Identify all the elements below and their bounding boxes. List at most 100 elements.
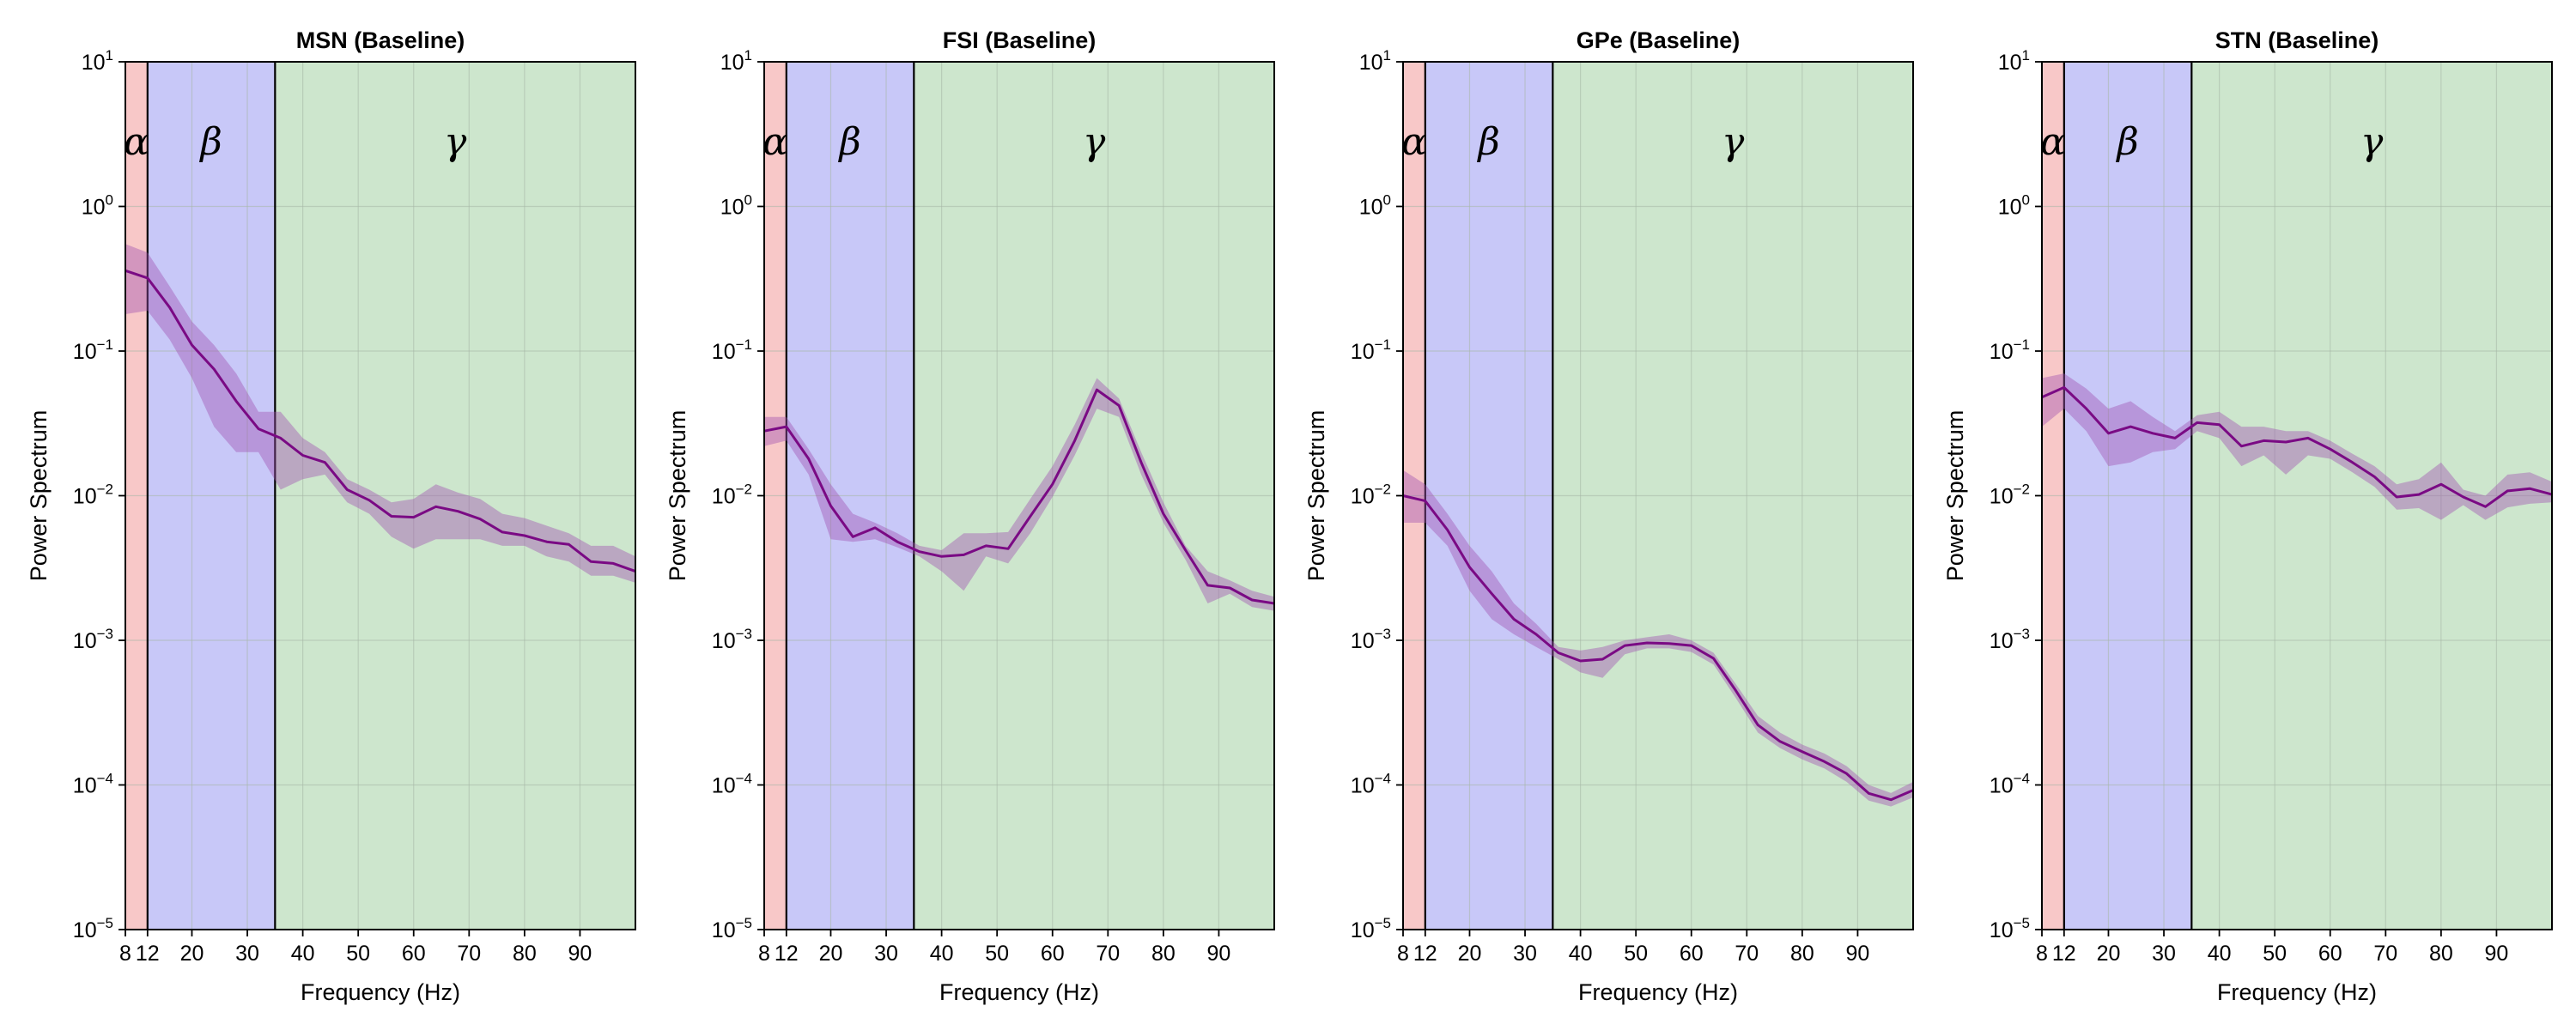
y-tick-label: 10−3 — [73, 626, 113, 653]
panel-2: α β γ 8 12 20 30 40 50 60 70 80 90 10−5 10−4 10−3 10−2 10… — [1303, 27, 1914, 1005]
x-tick-label: 20 — [1458, 942, 1482, 966]
x-tick-label: 20 — [2097, 942, 2121, 966]
y-tick-label: 10−4 — [1990, 771, 2030, 798]
x-tick-label: 12 — [775, 942, 799, 966]
band-label-gamma: γ — [2360, 120, 2384, 164]
x-tick-label: 12 — [136, 942, 160, 966]
x-tick-label: 40 — [1569, 942, 1593, 966]
y-axis-label: Power Spectrum — [1942, 410, 1968, 582]
x-tick-label: 40 — [930, 942, 954, 966]
confidence-band — [1403, 470, 1913, 807]
x-tick-label: 12 — [1413, 942, 1437, 966]
panel-3: α β γ 8 12 20 30 40 50 60 70 80 90 10−5 10−4 10−3 10−2 10… — [1942, 27, 2553, 1005]
chart-title: STN (Baseline) — [2215, 27, 2379, 53]
x-tick-label: 60 — [1041, 942, 1065, 966]
x-tick-label: 70 — [1096, 942, 1120, 966]
x-tick-label: 20 — [819, 942, 843, 966]
x-tick-label: 30 — [2152, 942, 2176, 966]
y-axis-label: Power Spectrum — [1303, 410, 1329, 582]
panel-1: α β γ 8 12 20 30 40 50 60 70 80 90 10−5 10−4 10−3 10−2 10… — [665, 27, 1275, 1005]
x-tick-label: 90 — [1207, 942, 1231, 966]
y-tick-label: 10−2 — [73, 482, 113, 509]
y-tick-label: 10−4 — [712, 771, 752, 798]
x-tick-label: 90 — [1846, 942, 1870, 966]
mean-line — [125, 269, 636, 573]
mean-line — [763, 388, 1275, 605]
y-tick-label: 100 — [720, 192, 752, 220]
y-tick-label: 100 — [1998, 192, 2030, 220]
x-tick-label: 50 — [346, 942, 370, 966]
y-tick-label: 10−1 — [712, 336, 752, 364]
band-label-alpha: α — [124, 120, 149, 164]
y-tick-label: 10−4 — [73, 771, 113, 798]
x-tick-label: 8 — [1397, 942, 1409, 966]
panel-0: α β γ 8 12 20 30 40 50 60 70 80 90 10−5 10−4 10−3 10−2 10… — [26, 27, 636, 1005]
mean-line — [2041, 385, 2553, 508]
x-tick-label: 90 — [568, 942, 592, 966]
y-tick-label: 10−2 — [1351, 482, 1391, 509]
x-tick-label: 30 — [1513, 942, 1537, 966]
band-label-alpha: α — [762, 120, 788, 164]
x-tick-label: 30 — [235, 942, 259, 966]
x-tick-label: 50 — [2263, 942, 2287, 966]
y-tick-label: 10−1 — [1351, 336, 1391, 364]
band-label-beta: β — [837, 120, 860, 164]
y-tick-label: 10−5 — [73, 915, 113, 942]
y-tick-label: 10−5 — [1351, 915, 1391, 942]
x-tick-label: 70 — [2373, 942, 2397, 966]
band-label-gamma: γ — [444, 120, 467, 164]
x-axis-label: Frequency (Hz) — [939, 979, 1099, 1005]
band-label-alpha: α — [2040, 120, 2066, 164]
x-tick-label: 12 — [2052, 942, 2076, 966]
x-tick-label: 40 — [2208, 942, 2232, 966]
y-tick-label: 10−3 — [712, 626, 752, 653]
x-tick-label: 90 — [2485, 942, 2509, 966]
band-label-beta: β — [1476, 120, 1499, 164]
x-tick-label: 60 — [402, 942, 426, 966]
band-label-beta: β — [2115, 120, 2138, 164]
y-axis-label: Power Spectrum — [665, 410, 690, 582]
x-tick-label: 8 — [119, 942, 131, 966]
band-label-gamma: γ — [1083, 120, 1106, 164]
band-label-beta: β — [198, 120, 222, 164]
y-tick-label: 10−3 — [1351, 626, 1391, 653]
x-tick-label: 20 — [180, 942, 204, 966]
y-tick-label: 10−1 — [73, 336, 113, 364]
x-tick-label: 60 — [2318, 942, 2342, 966]
y-tick-label: 101 — [82, 47, 113, 75]
x-axis-label: Frequency (Hz) — [1578, 979, 1738, 1005]
y-tick-label: 10−2 — [1990, 482, 2030, 509]
x-tick-label: 50 — [985, 942, 1009, 966]
band-label-alpha: α — [1401, 120, 1427, 164]
x-tick-label: 40 — [291, 942, 315, 966]
y-tick-label: 101 — [720, 47, 752, 75]
y-axis-label: Power Spectrum — [26, 410, 52, 582]
mean-line — [1402, 494, 1914, 802]
x-tick-label: 80 — [2429, 942, 2453, 966]
x-axis-label: Frequency (Hz) — [2217, 979, 2377, 1005]
band-label-gamma: γ — [1722, 120, 1745, 164]
x-tick-label: 50 — [1624, 942, 1648, 966]
chart-title: GPe (Baseline) — [1577, 27, 1741, 53]
confidence-band — [2042, 373, 2552, 520]
y-tick-label: 101 — [1359, 47, 1391, 75]
x-tick-label: 70 — [1735, 942, 1759, 966]
y-tick-label: 10−1 — [1990, 336, 2030, 364]
y-tick-label: 10−5 — [712, 915, 752, 942]
y-tick-label: 10−4 — [1351, 771, 1391, 798]
x-tick-label: 8 — [2036, 942, 2048, 966]
y-tick-label: 101 — [1998, 47, 2030, 75]
x-tick-label: 60 — [1680, 942, 1704, 966]
y-tick-label: 100 — [1359, 192, 1391, 220]
confidence-band — [125, 244, 635, 583]
x-tick-label: 8 — [758, 942, 770, 966]
x-axis-label: Frequency (Hz) — [301, 979, 460, 1005]
chart-title: FSI (Baseline) — [943, 27, 1097, 53]
y-tick-label: 100 — [82, 192, 113, 220]
y-tick-label: 10−5 — [1990, 915, 2030, 942]
x-tick-label: 80 — [1151, 942, 1176, 966]
y-tick-label: 10−3 — [1990, 626, 2030, 653]
y-tick-label: 10−2 — [712, 482, 752, 509]
x-tick-label: 80 — [513, 942, 537, 966]
